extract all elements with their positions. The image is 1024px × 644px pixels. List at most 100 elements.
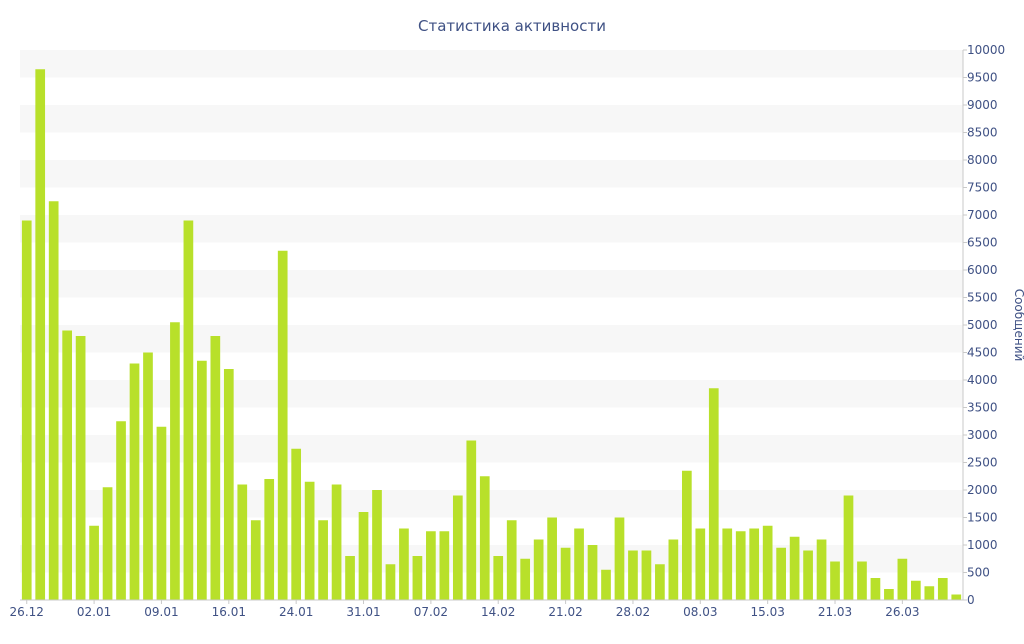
y-tick-label: 8500 bbox=[967, 126, 998, 140]
x-tick-label: 16.01 bbox=[212, 605, 246, 619]
bar bbox=[789, 536, 800, 600]
bar bbox=[547, 517, 557, 600]
bar bbox=[951, 594, 962, 600]
x-tick-label: 24.01 bbox=[279, 605, 313, 619]
bar bbox=[143, 352, 153, 600]
y-tick-label: 6000 bbox=[967, 263, 998, 277]
x-tick-label: 08.03 bbox=[683, 605, 717, 619]
bar bbox=[897, 558, 908, 600]
bar bbox=[21, 220, 32, 600]
x-tick-label: 26.03 bbox=[885, 605, 919, 619]
bar bbox=[776, 547, 786, 600]
bar bbox=[291, 448, 302, 600]
bar bbox=[816, 539, 827, 600]
bar bbox=[668, 539, 679, 600]
bar bbox=[762, 525, 773, 600]
x-tick-label: 26.12 bbox=[10, 605, 44, 619]
bar bbox=[681, 470, 692, 600]
grid-band bbox=[20, 50, 963, 78]
bar bbox=[372, 490, 382, 600]
bar bbox=[587, 545, 598, 600]
bar-series bbox=[21, 69, 962, 600]
bar bbox=[89, 525, 99, 600]
x-tick-label: 21.02 bbox=[548, 605, 582, 619]
grid-band bbox=[20, 160, 963, 188]
bar bbox=[722, 528, 733, 600]
bar bbox=[506, 520, 517, 600]
bar bbox=[452, 495, 463, 600]
bar bbox=[48, 201, 59, 600]
bar bbox=[614, 517, 625, 600]
x-tick-label: 07.02 bbox=[414, 605, 448, 619]
bar bbox=[331, 484, 342, 600]
bar bbox=[223, 369, 234, 600]
y-tick-label: 6500 bbox=[967, 236, 998, 250]
bar bbox=[399, 528, 409, 600]
x-tick-label: 09.01 bbox=[144, 605, 178, 619]
grid-band bbox=[20, 325, 963, 353]
bar bbox=[601, 569, 611, 600]
y-tick-label: 5500 bbox=[967, 291, 998, 305]
bar bbox=[857, 561, 867, 600]
bar bbox=[102, 487, 113, 600]
bar bbox=[533, 539, 544, 600]
bar bbox=[479, 476, 490, 600]
bar bbox=[493, 556, 504, 600]
y-tick-label: 4500 bbox=[967, 346, 998, 360]
bar bbox=[843, 495, 854, 600]
bar bbox=[655, 564, 665, 600]
bar bbox=[520, 558, 531, 600]
y-axis: 0 500 1000 1500 2000 2500 3000 3500 4000 4500 5000… bbox=[962, 43, 1005, 607]
grid-band bbox=[20, 215, 963, 243]
y-tick-label: 7000 bbox=[967, 208, 998, 222]
y-tick-label: 5000 bbox=[967, 318, 998, 332]
bar bbox=[641, 550, 652, 600]
y-tick-label: 3500 bbox=[967, 401, 998, 415]
bar bbox=[830, 561, 840, 600]
y-tick-label: 3000 bbox=[967, 428, 998, 442]
x-tick-label: 14.02 bbox=[481, 605, 515, 619]
bar bbox=[911, 580, 921, 600]
bar bbox=[884, 589, 894, 600]
y-tick-label: 4000 bbox=[967, 373, 998, 387]
bar bbox=[264, 479, 275, 600]
y-tick-label: 8000 bbox=[967, 153, 998, 167]
y-tick-label: 10000 bbox=[967, 43, 1005, 57]
y-axis-label: Сообщений bbox=[1012, 289, 1024, 362]
bar bbox=[937, 578, 948, 600]
chart-title: Статистика активности bbox=[418, 17, 606, 35]
grid-band bbox=[20, 380, 963, 408]
x-tick-label: 15.03 bbox=[750, 605, 784, 619]
bar bbox=[170, 322, 180, 600]
y-tick-label: 0 bbox=[967, 593, 975, 607]
bar bbox=[466, 440, 477, 600]
bar bbox=[560, 547, 571, 600]
bar bbox=[870, 578, 881, 600]
bar bbox=[183, 220, 194, 600]
bar bbox=[749, 528, 760, 600]
x-tick-label: 28.02 bbox=[616, 605, 650, 619]
grid-band bbox=[20, 270, 963, 298]
bar bbox=[695, 528, 706, 600]
bar bbox=[924, 586, 935, 600]
bar bbox=[237, 484, 248, 600]
bar bbox=[277, 250, 288, 600]
bar bbox=[345, 556, 355, 600]
y-tick-label: 500 bbox=[967, 566, 990, 580]
bar bbox=[62, 330, 72, 600]
bar bbox=[35, 69, 46, 600]
bar bbox=[708, 388, 719, 600]
bar bbox=[412, 556, 423, 600]
x-tick-label: 31.01 bbox=[346, 605, 380, 619]
bar bbox=[304, 481, 315, 600]
bar bbox=[574, 528, 584, 600]
x-tick-label: 02.01 bbox=[77, 605, 111, 619]
y-tick-label: 7500 bbox=[967, 181, 998, 195]
bar bbox=[735, 531, 746, 600]
bar bbox=[318, 520, 328, 600]
bar bbox=[439, 531, 450, 600]
x-axis: 26.12 02.01 09.01 16.01 24.01 31.01 07.02 14.02… bbox=[10, 599, 963, 619]
y-tick-label: 1000 bbox=[967, 538, 998, 552]
